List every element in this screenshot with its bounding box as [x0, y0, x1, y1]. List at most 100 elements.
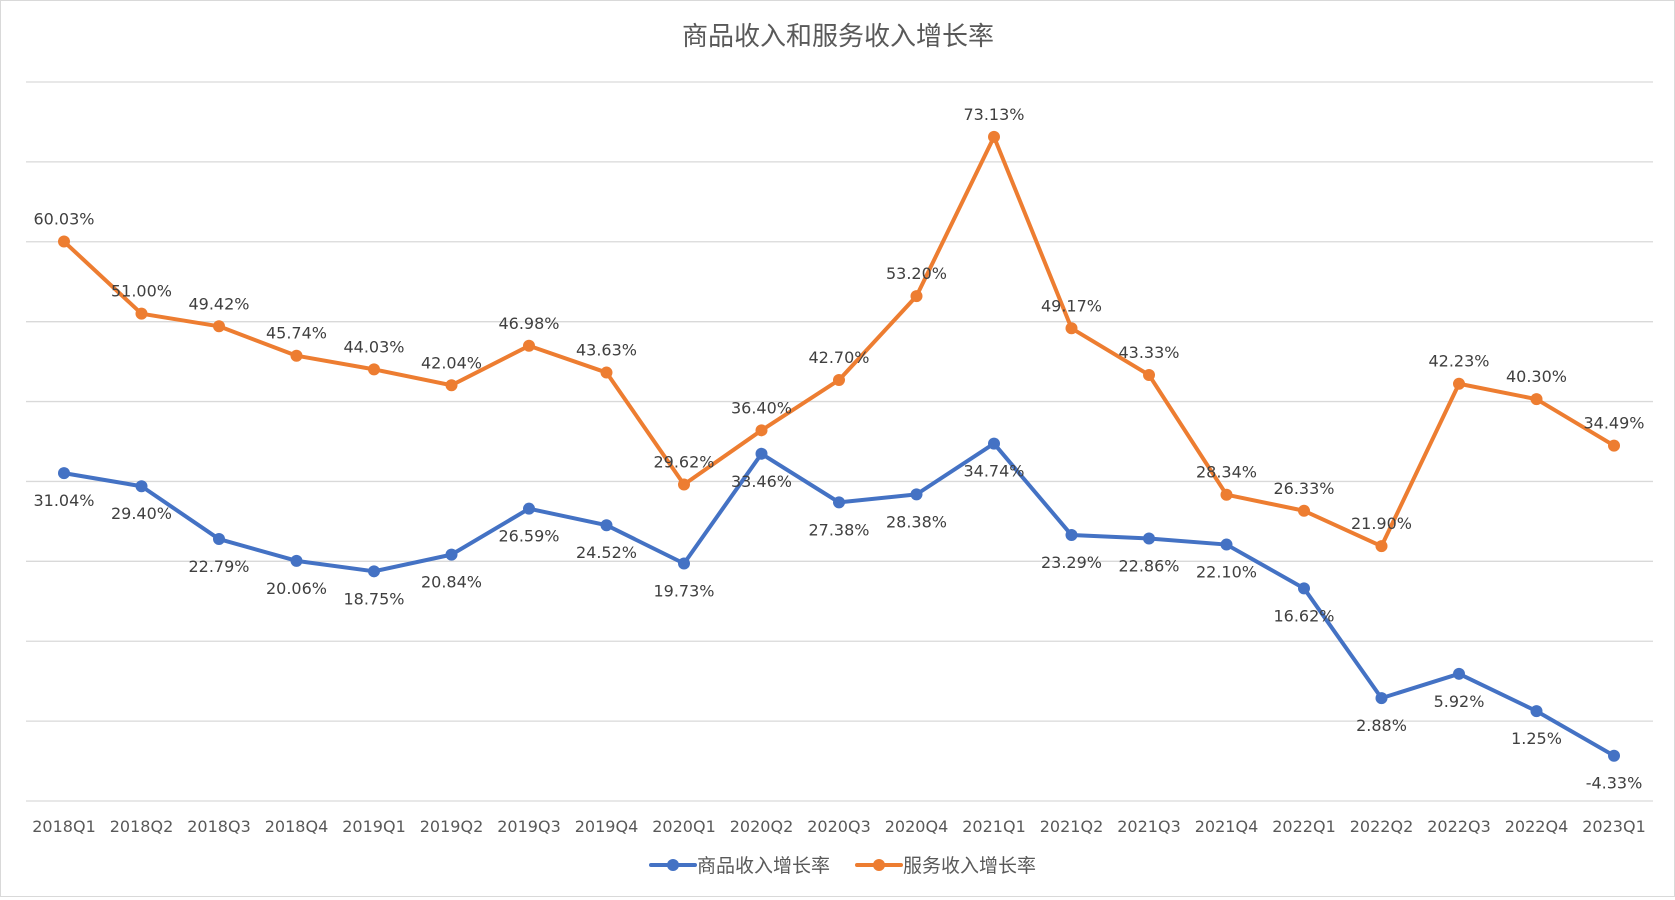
- data-label: 31.04%: [33, 491, 94, 510]
- data-point[interactable]: [833, 496, 845, 509]
- data-labels-layer: 31.04% 29.40% 22.79% 20.06% 18.75% 20.84% 26.5…: [33, 105, 1644, 793]
- data-point[interactable]: [58, 467, 70, 480]
- data-label: 28.38%: [886, 512, 947, 531]
- legend[interactable]: 商品收入增长率 服务收入增长率: [649, 855, 1036, 877]
- data-label: 16.62%: [1273, 606, 1334, 625]
- gridlines: [26, 81, 1653, 802]
- data-label: 1.25%: [1511, 729, 1562, 748]
- data-label: 28.34%: [1196, 463, 1257, 482]
- data-label: 29.40%: [111, 504, 172, 523]
- data-label: 19.73%: [653, 581, 714, 600]
- data-point[interactable]: [988, 437, 1000, 450]
- data-label: 22.86%: [1118, 556, 1179, 575]
- data-label: 5.92%: [1434, 692, 1485, 711]
- x-tick-label: 2018Q4: [265, 817, 329, 836]
- data-point[interactable]: [213, 533, 225, 546]
- data-point[interactable]: [523, 339, 535, 352]
- data-point[interactable]: [1375, 692, 1388, 705]
- data-label: 46.98%: [498, 314, 559, 333]
- data-label: 26.59%: [498, 527, 559, 546]
- x-axis-ticks: 2018Q1 2018Q2 2018Q3 2018Q4 2019Q1 2019Q2 2019…: [32, 817, 1646, 836]
- data-label: 24.52%: [576, 543, 637, 562]
- data-point[interactable]: [600, 366, 613, 379]
- data-point[interactable]: [368, 565, 380, 578]
- data-point[interactable]: [1375, 540, 1388, 553]
- data-point[interactable]: [833, 373, 845, 386]
- legend-item-goods[interactable]: 商品收入增长率: [649, 855, 830, 877]
- data-point[interactable]: [1608, 749, 1620, 762]
- data-label: 42.04%: [421, 353, 482, 372]
- data-label: 34.49%: [1583, 414, 1644, 433]
- x-tick-label: 2022Q1: [1272, 817, 1336, 836]
- data-label: 21.90%: [1351, 514, 1412, 533]
- legend-item-services[interactable]: 服务收入增长率: [855, 855, 1036, 877]
- data-label: 20.06%: [266, 579, 327, 598]
- data-point[interactable]: [1143, 532, 1155, 545]
- data-point[interactable]: [1220, 538, 1233, 551]
- data-label: 22.79%: [188, 557, 249, 576]
- data-point[interactable]: [755, 424, 768, 437]
- legend-services-marker: [873, 859, 885, 871]
- data-point[interactable]: [1143, 368, 1155, 381]
- data-point[interactable]: [1530, 393, 1543, 406]
- data-point[interactable]: [1608, 439, 1620, 452]
- data-point[interactable]: [445, 379, 458, 392]
- legend-goods-label: 商品收入增长率: [697, 855, 830, 877]
- series-line-goods: [62, 441, 1616, 758]
- legend-goods-marker: [667, 859, 679, 871]
- x-tick-label: 2020Q3: [807, 817, 871, 836]
- data-label: 45.74%: [266, 324, 327, 343]
- data-point[interactable]: [910, 290, 923, 303]
- data-point[interactable]: [755, 447, 768, 460]
- data-label: 60.03%: [33, 210, 94, 229]
- data-point[interactable]: [678, 478, 690, 491]
- data-label: 27.38%: [808, 520, 869, 539]
- data-label: 51.00%: [111, 282, 172, 301]
- data-point[interactable]: [1298, 504, 1310, 517]
- x-tick-label: 2019Q4: [575, 817, 639, 836]
- data-point[interactable]: [1530, 705, 1543, 718]
- data-point[interactable]: [1453, 377, 1465, 390]
- data-point[interactable]: [58, 235, 70, 248]
- x-tick-label: 2021Q1: [962, 817, 1026, 836]
- data-label: 22.10%: [1196, 563, 1257, 582]
- data-point[interactable]: [1065, 529, 1078, 542]
- data-point[interactable]: [135, 307, 148, 320]
- data-point[interactable]: [445, 548, 458, 561]
- data-point[interactable]: [1220, 488, 1233, 501]
- data-point[interactable]: [290, 554, 303, 567]
- x-tick-label: 2018Q1: [32, 817, 96, 836]
- data-point[interactable]: [290, 349, 303, 362]
- x-tick-label: 2018Q3: [187, 817, 251, 836]
- data-label: 29.62%: [653, 452, 714, 471]
- data-point[interactable]: [1065, 322, 1078, 335]
- data-point[interactable]: [988, 130, 1000, 143]
- data-label: 49.42%: [188, 294, 249, 313]
- x-tick-label: 2021Q4: [1195, 817, 1259, 836]
- data-point[interactable]: [1453, 667, 1465, 680]
- x-tick-label: 2019Q1: [342, 817, 406, 836]
- x-tick-label: 2021Q3: [1117, 817, 1181, 836]
- data-point[interactable]: [213, 320, 225, 333]
- data-point[interactable]: [135, 480, 148, 493]
- data-label: 53.20%: [886, 264, 947, 283]
- data-label: 20.84%: [421, 573, 482, 592]
- data-label: 40.30%: [1506, 367, 1567, 386]
- legend-services-label: 服务收入增长率: [903, 855, 1036, 877]
- data-point[interactable]: [600, 519, 613, 532]
- data-label: 34.74%: [963, 462, 1024, 481]
- data-point[interactable]: [523, 502, 535, 515]
- data-point[interactable]: [910, 488, 923, 501]
- data-point[interactable]: [368, 363, 380, 376]
- x-tick-label: 2020Q4: [885, 817, 949, 836]
- data-point[interactable]: [1298, 582, 1310, 595]
- data-label: 42.70%: [808, 348, 869, 367]
- series-layer: [58, 130, 1620, 762]
- data-point[interactable]: [678, 557, 690, 570]
- chart-title: 商品收入和服务收入增长率: [682, 22, 994, 52]
- x-tick-label: 2020Q2: [730, 817, 794, 836]
- x-tick-label: 2020Q1: [652, 817, 716, 836]
- data-label: 43.63%: [576, 341, 637, 360]
